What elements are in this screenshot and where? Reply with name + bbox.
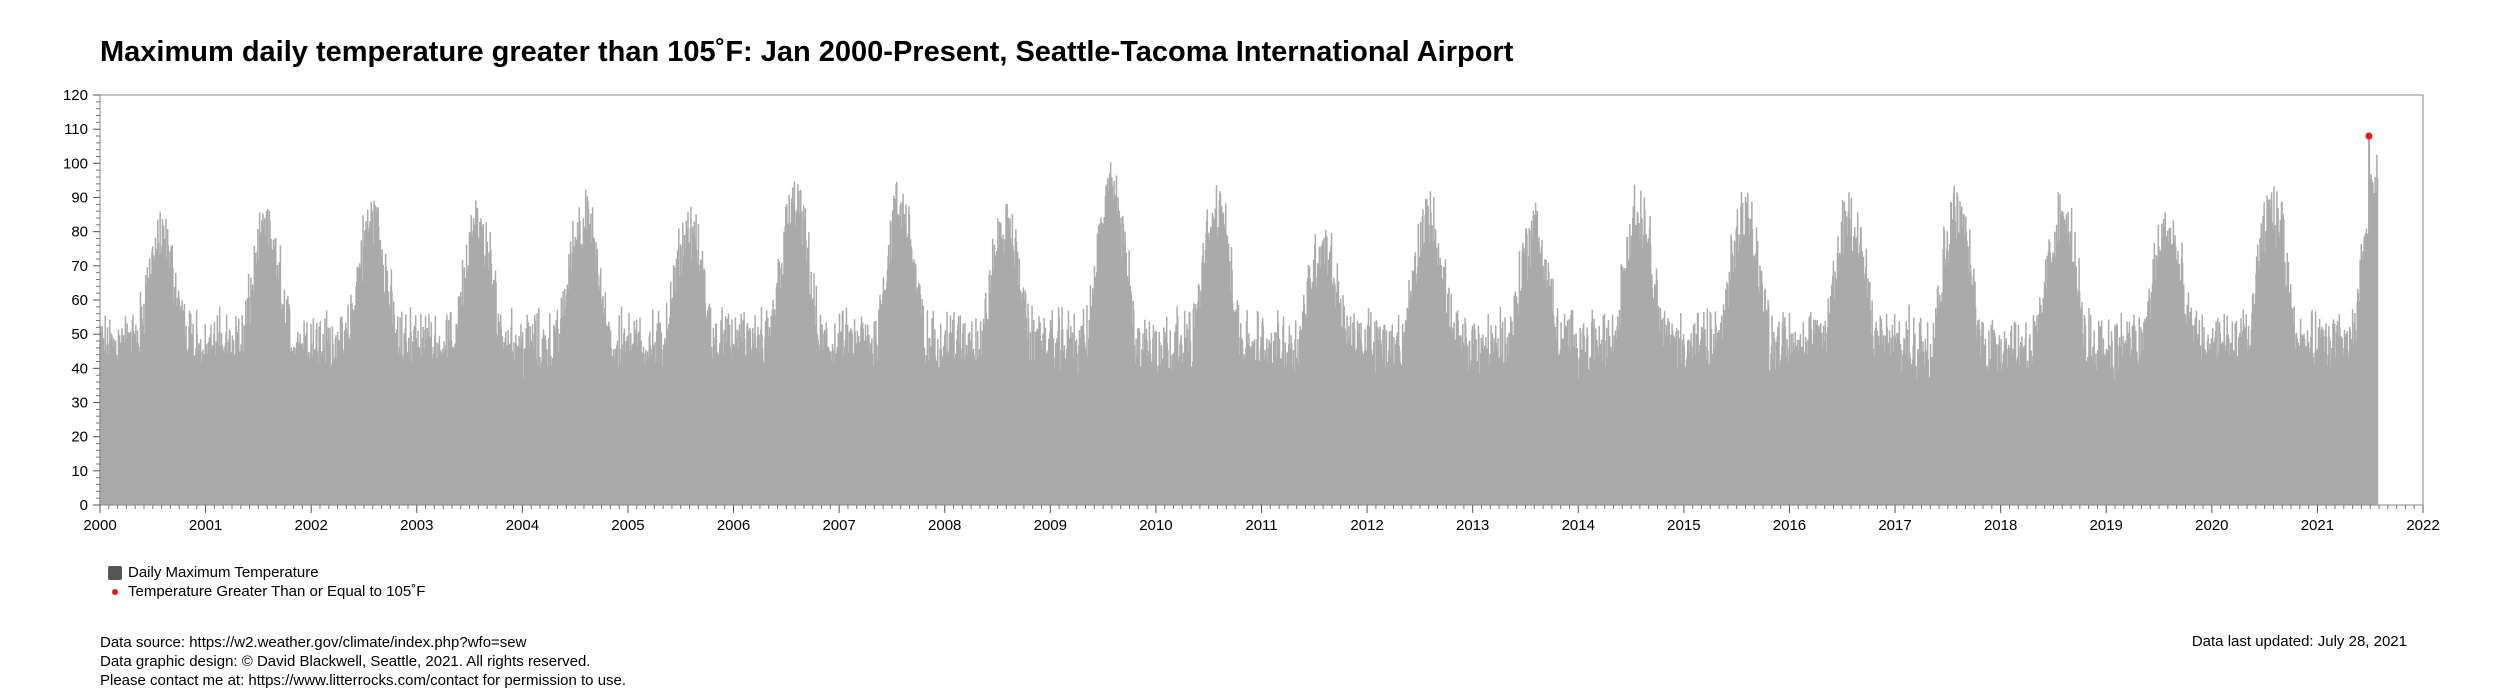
legend-item-hot: Temperature Greater Than or Equal to 105… [108, 582, 425, 601]
x-tick-label: 2012 [1350, 517, 1383, 534]
y-tick-label: 10 [71, 463, 88, 480]
y-tick-label: 110 [64, 121, 88, 138]
hot-day-point [2365, 132, 2373, 140]
y-tick-label: 0 [80, 497, 88, 514]
y-tick-label: 80 [71, 224, 88, 241]
y-tick-label: 90 [71, 190, 88, 207]
x-tick-label: 2001 [189, 517, 222, 534]
x-tick-label: 2022 [2406, 517, 2439, 534]
y-tick-label: 40 [71, 360, 88, 377]
x-tick-label: 2007 [822, 517, 855, 534]
y-tick-label: 20 [71, 429, 88, 446]
y-tick-label: 100 [63, 155, 88, 172]
daily-max-bars-path [99, 136, 2379, 505]
x-tick-label: 2003 [400, 517, 433, 534]
hot-day-points [2365, 132, 2373, 140]
y-tick-label: 70 [71, 258, 88, 275]
y-axis: 0 10 20 30 40 50 60 70 80 90 100 110 120 [63, 87, 100, 514]
x-tick-label: 2021 [2301, 517, 2334, 534]
x-tick-label: 2014 [1562, 517, 1595, 534]
y-tick-label: 30 [71, 395, 88, 412]
legend-swatch-hot [112, 588, 118, 595]
x-tick-label: 2020 [2195, 517, 2228, 534]
y-tick-label: 50 [71, 326, 88, 343]
daily-max-bars [99, 136, 2379, 505]
x-tick-label: 2016 [1773, 517, 1806, 534]
legend: Daily Maximum Temperature Temperature Gr… [108, 563, 425, 601]
x-tick-label: 2000 [83, 517, 116, 534]
x-tick-label: 2013 [1456, 517, 1489, 534]
footer-design: Data graphic design: © David Blackwell, … [100, 653, 591, 670]
x-tick-label: 2004 [506, 517, 539, 534]
x-axis: 2000 2001 2002 2003 2004 2005 2006 2007 2008 2009… [83, 505, 2440, 534]
legend-swatch-daily-max [108, 565, 122, 580]
x-tick-label: 2005 [611, 517, 644, 534]
x-tick-label: 2006 [717, 517, 750, 534]
footer-credits: Data source: https://w2.weather.gov/clim… [100, 633, 626, 690]
y-tick-label: 60 [71, 292, 88, 309]
y-tick-label: 120 [63, 87, 88, 104]
footer-updated: Data last updated: July 28, 2021 [2191, 633, 2407, 650]
x-tick-label: 2002 [294, 517, 327, 534]
footer-contact: Please contact me at: https://www.litter… [100, 672, 627, 689]
chart-title: Maximum daily temperature greater than 1… [100, 36, 1514, 68]
legend-label-hot: Temperature Greater Than or Equal to 105… [128, 583, 426, 600]
footer-source: Data source: https://w2.weather.gov/clim… [100, 634, 527, 651]
legend-item-daily-max: Daily Maximum Temperature [108, 563, 425, 582]
x-tick-label: 2009 [1034, 517, 1067, 534]
x-tick-label: 2017 [1878, 517, 1911, 534]
x-tick-label: 2015 [1667, 517, 1700, 534]
legend-label-daily-max: Daily Maximum Temperature [128, 564, 319, 581]
x-tick-label: 2019 [2090, 517, 2123, 534]
x-tick-label: 2010 [1139, 517, 1172, 534]
x-tick-label: 2008 [928, 517, 961, 534]
x-tick-label: 2011 [1245, 517, 1277, 534]
x-tick-label: 2018 [1984, 517, 2017, 534]
